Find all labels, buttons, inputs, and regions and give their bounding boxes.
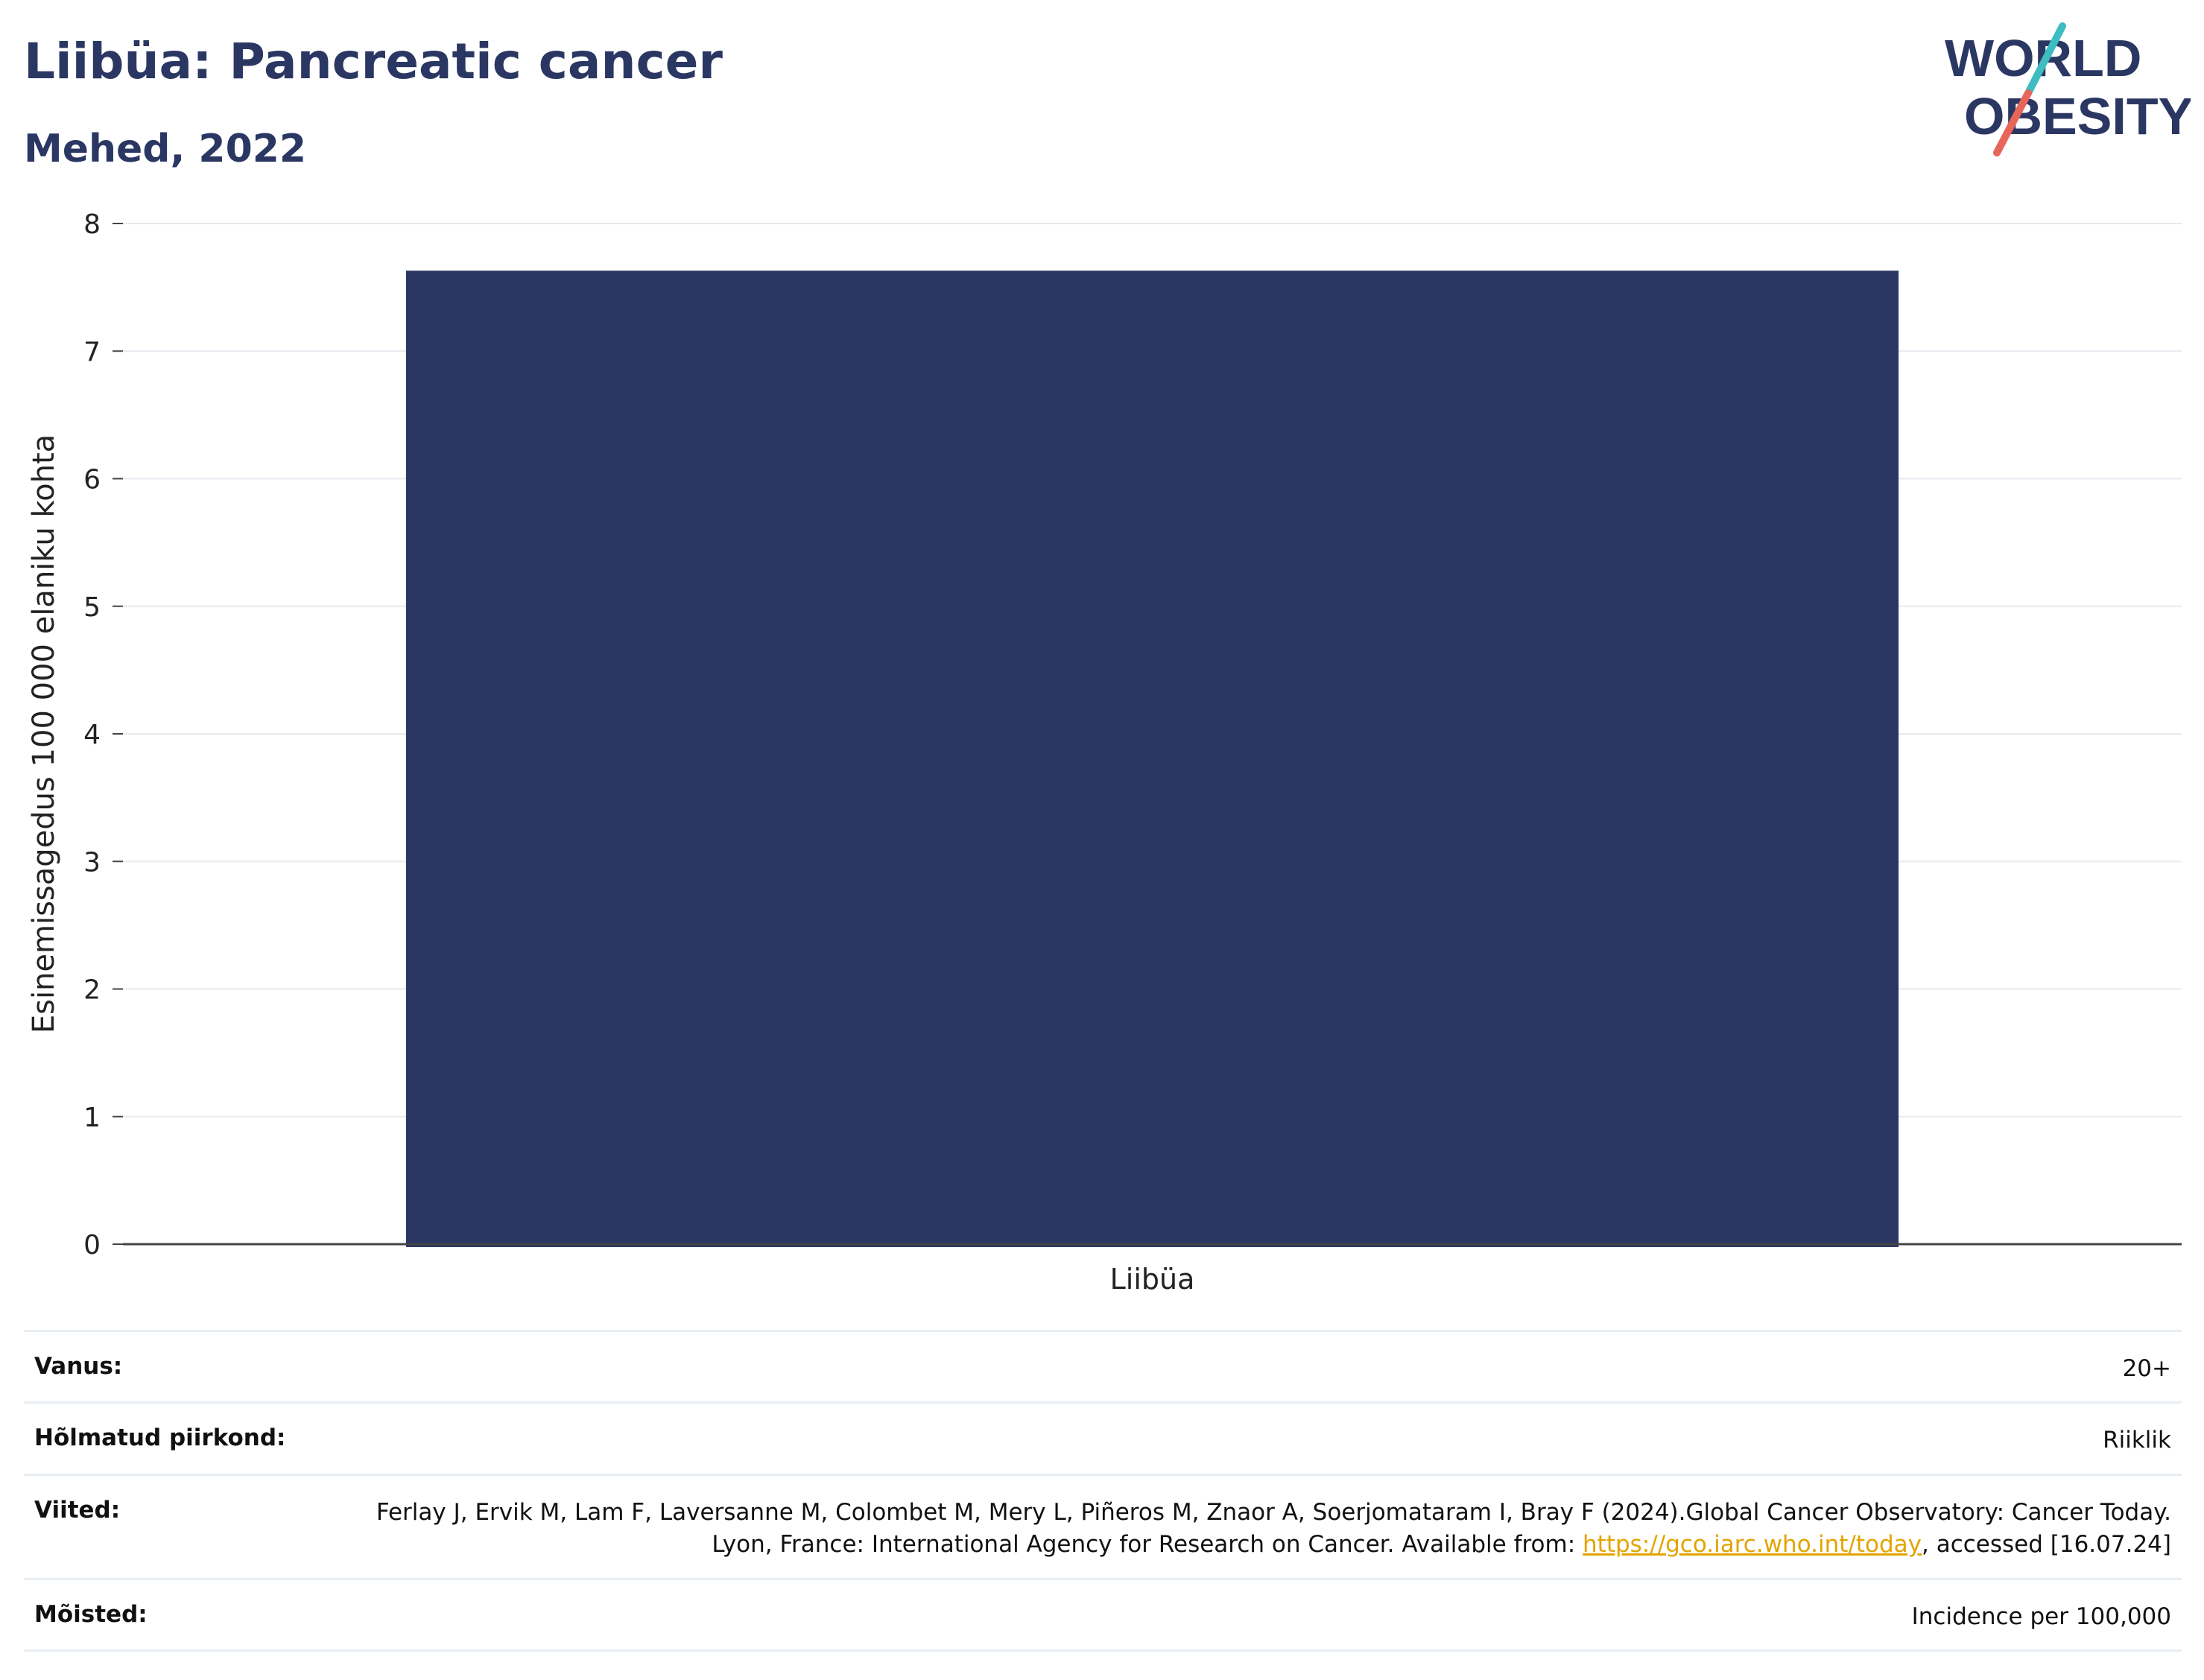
definition-row: Mõisted: Incidence per 100,000 bbox=[24, 1577, 2182, 1652]
y-tick-label: 4 bbox=[83, 720, 101, 750]
y-tick-label: 8 bbox=[83, 209, 101, 240]
y-tick-label: 0 bbox=[83, 1230, 101, 1261]
area-row: Hõlmatud piirkond: Riiklik bbox=[24, 1401, 2182, 1473]
y-tick-label: 2 bbox=[83, 975, 101, 1006]
age-row: Vanus: 20+ bbox=[24, 1330, 2182, 1401]
bar-0[interactable] bbox=[405, 270, 1899, 1247]
reference-link[interactable]: https://gco.iarc.who.int/today bbox=[1583, 1531, 1922, 1559]
chart-title: Liibüa: Pancreatic cancer bbox=[24, 33, 723, 90]
reference-label: Viited: bbox=[34, 1496, 121, 1524]
reference-text: Ferlay J, Ervik M, Lam F, Laversanne M, … bbox=[376, 1498, 2171, 1559]
logo-slash-teal bbox=[2024, 22, 2066, 97]
logo-slash-red bbox=[1993, 89, 2032, 156]
reference-row: Viited: Ferlay J, Ervik M, Lam F, Lavers… bbox=[24, 1473, 2182, 1578]
bars bbox=[405, 270, 1899, 1247]
y-tick-label: 1 bbox=[83, 1103, 101, 1133]
area-label: Hõlmatud piirkond: bbox=[34, 1424, 286, 1452]
y-tick-label: 5 bbox=[83, 592, 101, 623]
metadata-table: Vanus: 20+ Hõlmatud piirkond: Riiklik Vi… bbox=[24, 1330, 2182, 1652]
y-tick-label: 3 bbox=[83, 847, 101, 878]
y-tick-label: 6 bbox=[83, 465, 101, 495]
world-obesity-logo: WORLD OBESITY bbox=[1945, 22, 2191, 156]
age-label: Vanus: bbox=[34, 1353, 123, 1380]
axes: 0 1 2 3 4 5 6 7 8 Liibüa bbox=[83, 209, 2182, 1296]
definition-label: Mõisted: bbox=[34, 1600, 148, 1628]
chart-subtitle: Mehed, 2022 bbox=[24, 127, 307, 171]
reference-value: Ferlay J, Ervik M, Lam F, Laversanne M, … bbox=[346, 1497, 2171, 1562]
y-tick-label: 7 bbox=[83, 337, 101, 367]
x-tick-label: Liibüa bbox=[1110, 1263, 1195, 1296]
y-axis-label: Esinemissagedus 100 000 elaniku kohta bbox=[27, 434, 61, 1033]
age-value: 20+ bbox=[2122, 1355, 2171, 1382]
bar-chart: 0 1 2 3 4 5 6 7 8 Liibüa Esinemissagedus 100 000 … bbox=[27, 209, 2182, 1296]
definition-value: Incidence per 100,000 bbox=[1911, 1603, 2171, 1630]
area-value: Riiklik bbox=[2103, 1427, 2171, 1454]
reference-accessed: , accessed [16.07.24] bbox=[1921, 1531, 2171, 1559]
